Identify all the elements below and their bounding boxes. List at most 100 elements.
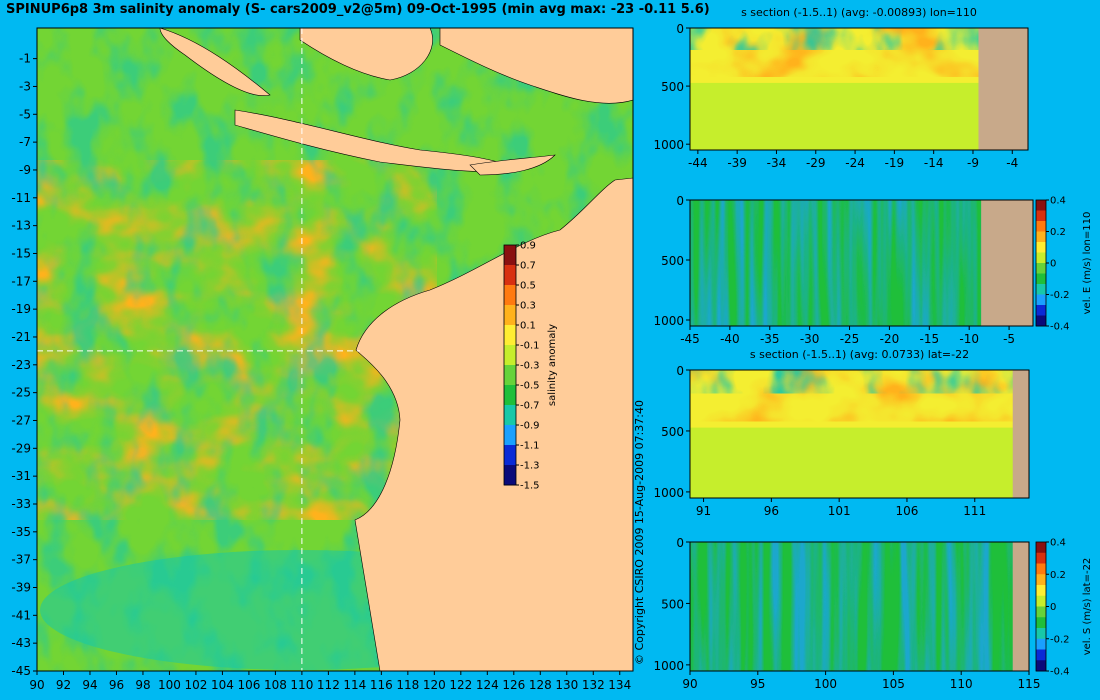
section-x-tick-label: 91: [696, 504, 711, 518]
map-x-tick-label: 112: [317, 678, 340, 692]
colorbar-swatch: [1036, 284, 1046, 295]
colorbar-tick-label: 0: [1050, 602, 1056, 613]
section-y-tick-label: 1000: [653, 138, 684, 152]
colorbar-swatch: [1036, 606, 1046, 618]
section-field: [690, 28, 1028, 150]
section-x-tick-label: 100: [814, 677, 837, 691]
colorbar-swatch: [504, 325, 516, 346]
section-panel-ve-lon: -45 -40 -35 -30 -25 -20 -15 -10 -5 0 500 1000 0.4 0.2…: [653, 194, 1093, 346]
map-y-tick-label: -33: [11, 497, 31, 511]
section-y-tick-label: 500: [661, 254, 684, 268]
map-x-tick-label: 108: [264, 678, 287, 692]
map-x-tick-label: 110: [290, 678, 313, 692]
section-x-tick-label: -44: [688, 156, 708, 170]
section-x-tick-label: 95: [750, 677, 765, 691]
section-x-tick-label: -15: [919, 332, 939, 346]
colorbar-tick-label: -0.1: [520, 341, 540, 352]
section-colorbar: 0.4 0.2 0 -0.2 -0.4 vel. E (m/s) lon=110: [1035, 196, 1093, 333]
map-y-tick-label: -41: [11, 608, 31, 622]
map-x-tick-label: 102: [184, 678, 207, 692]
colorbar-swatch: [1036, 542, 1046, 554]
section-x-tick-label: -14: [924, 156, 944, 170]
section-y-tick-label: 0: [676, 22, 684, 36]
section-frame: [689, 27, 1029, 151]
section-land: [981, 200, 1033, 326]
colorbar-swatch: [504, 345, 516, 366]
section-y-tick-label: 1000: [653, 314, 684, 328]
map-y-tick-label: -17: [11, 274, 31, 288]
map-y-tick-label: -5: [19, 107, 31, 121]
map-x-tick-label: 114: [343, 678, 366, 692]
colorbar-swatch: [504, 445, 516, 466]
colorbar-tick-label: -1.3: [520, 461, 540, 472]
section-title: s section (-1.5..1) (avg: 0.0733) lat=-2…: [750, 348, 969, 361]
map-y-tick-label: -7: [19, 135, 31, 149]
map-colorbar: 0.9 0.7 0.5 0.3 0.1 -0.1 -0.3 -0.5 -0.7 -0.9 -1.1 -…: [503, 241, 558, 492]
colorbar-tick-label: 0: [1050, 259, 1056, 270]
section-x-tick-label: -4: [1006, 156, 1018, 170]
section-x-tick-label: 111: [963, 504, 986, 518]
colorbar-tick-label: 0.1: [520, 321, 536, 332]
section-x-tick-label: -39: [727, 156, 747, 170]
colorbar-swatch: [504, 425, 516, 446]
copyright-notice: © Copyright CSIRO 2009 15-Aug-2009 07:37…: [633, 400, 646, 665]
map-x-tick-label: 118: [396, 678, 419, 692]
section-streaks: [690, 542, 1029, 671]
map-y-tick-label: -45: [11, 664, 31, 678]
australia-landmass: [354, 177, 633, 671]
colorbar-tick-label: -0.9: [520, 421, 540, 432]
colorbar-swatch: [1036, 649, 1046, 661]
section-x-tick-label: -24: [845, 156, 865, 170]
colorbar-label: vel. E (m/s) lon=110: [1082, 212, 1093, 315]
colorbar-swatch: [1036, 315, 1046, 327]
colorbar-swatch: [504, 465, 516, 486]
sulawesi-island-group: [439, 28, 633, 104]
colorbar-swatch: [1036, 574, 1046, 586]
map-x-tick-label: 94: [82, 678, 97, 692]
map-x-tick-label: 116: [370, 678, 393, 692]
colorbar-tick-label: 0.9: [520, 241, 536, 252]
colorbar-swatch: [504, 305, 516, 326]
map-x-tick-label: 120: [423, 678, 446, 692]
colorbar-swatch: [1036, 660, 1046, 672]
section-y-tick-label: 500: [661, 425, 684, 439]
section-x-tick-label: -34: [767, 156, 787, 170]
figure-title: SPINUP6p8 3m salinity anomaly (S- cars20…: [6, 2, 710, 17]
section-y-tick-label: 0: [676, 194, 684, 208]
map-y-tick-label: -9: [19, 163, 31, 177]
section-x-tick-label: 101: [828, 504, 851, 518]
section-surface-eddies: [690, 370, 1029, 394]
map-y-tick-label: -39: [11, 580, 31, 594]
section-x-tick-label: 106: [896, 504, 919, 518]
map-y-tick-label: -1: [19, 52, 31, 66]
map-y-axis: -1 -3 -5 -7 -9 -11 -13 -15 -17 -19 -21 -23 -25 -27 -29…: [11, 52, 37, 678]
section-x-tick-label: -10: [959, 332, 979, 346]
section-x-tick-label: 105: [882, 677, 905, 691]
colorbar-label: vel. S (m/s) lat=-22: [1082, 558, 1093, 656]
section-y-tick-label: 1000: [653, 659, 684, 673]
colorbar-tick-label: -0.2: [1050, 290, 1070, 301]
colorbar-swatch: [504, 245, 516, 266]
section-x-tick-label: 110: [950, 677, 973, 691]
map-x-tick-label: 130: [555, 678, 578, 692]
section-field: [690, 542, 1029, 671]
colorbar-swatch: [1036, 585, 1046, 597]
colorbar-swatch: [1036, 263, 1046, 274]
section-x-tick-label: -40: [720, 332, 740, 346]
colorbar-label: salinity anomaly: [547, 324, 558, 406]
section-x-tick-label: -45: [680, 332, 700, 346]
section-panel-s-lat: s section (-1.5..1) (avg: 0.0733) lat=-2…: [653, 348, 1030, 518]
map-x-tick-label: 134: [608, 678, 631, 692]
map-y-tick-label: -35: [11, 525, 31, 539]
map-x-tick-label: 104: [211, 678, 234, 692]
map-y-tick-label: -21: [11, 330, 31, 344]
map-x-tick-label: 100: [158, 678, 181, 692]
map-x-tick-label: 132: [582, 678, 605, 692]
section-x-tick-label: -35: [760, 332, 780, 346]
colorbar-swatch: [1036, 595, 1046, 607]
colorbar-tick-label: -0.5: [520, 381, 540, 392]
colorbar-tick-label: 0.2: [1050, 227, 1066, 238]
section-x-tick-label: -9: [967, 156, 979, 170]
colorbar-tick-label: -0.2: [1050, 634, 1070, 645]
